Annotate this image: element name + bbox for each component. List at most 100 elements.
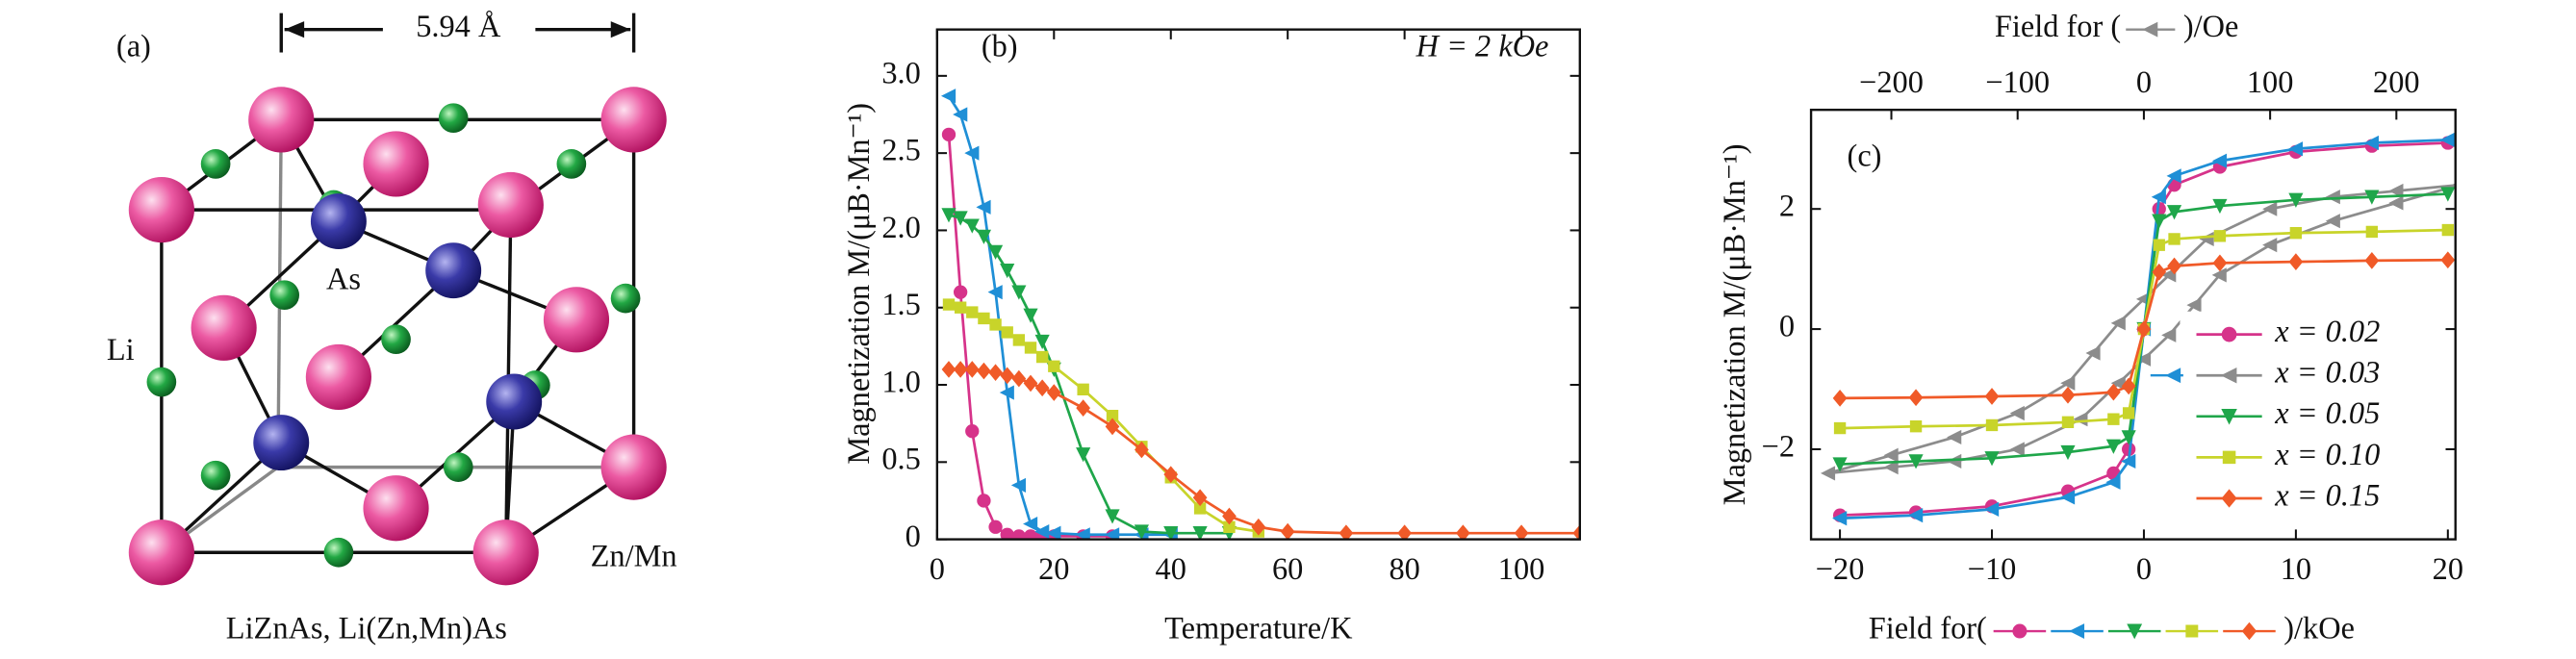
data-point <box>1985 418 1999 432</box>
data-point <box>2059 490 2076 505</box>
data-point <box>1909 420 1923 433</box>
x-tick-label: 20 <box>2433 552 2463 587</box>
data-point <box>964 218 980 234</box>
x-tick-label: 20 <box>1038 552 1069 587</box>
data-point <box>2388 183 2404 199</box>
data-point <box>1135 441 1149 459</box>
data-point <box>976 229 992 244</box>
data-point <box>2363 135 2380 151</box>
y-tick-label: −2 <box>1762 429 1795 464</box>
label-icon <box>2012 623 2028 639</box>
data-point <box>2152 263 2167 281</box>
data-point <box>1984 388 2000 405</box>
data-point <box>2167 257 2181 275</box>
data-point <box>2060 375 2076 391</box>
data-point <box>2073 412 2088 427</box>
data-point <box>1947 453 1962 469</box>
legend-label: x = 0.15 <box>2274 478 2380 513</box>
legend-label: x = 0.02 <box>2274 315 2380 349</box>
data-point <box>2166 168 2181 184</box>
x2-axis-label: Field for ( <box>1995 10 2121 44</box>
data-point <box>2364 252 2380 269</box>
data-point <box>2186 297 2202 313</box>
data-point <box>2121 430 2136 445</box>
data-point <box>1035 350 1049 364</box>
data-point <box>2009 442 2025 457</box>
data-point <box>1833 421 1847 435</box>
data-point <box>2325 190 2340 205</box>
data-point <box>1105 418 1120 436</box>
data-point <box>941 127 956 142</box>
data-point <box>954 301 967 314</box>
data-point <box>1023 516 1038 532</box>
data-point <box>1222 507 1237 525</box>
data-point <box>987 244 1004 260</box>
data-point <box>2211 267 2227 283</box>
data-point <box>2136 320 2152 338</box>
label-icon <box>2241 621 2257 641</box>
legend-marker <box>2221 408 2237 425</box>
data-point <box>1000 264 1015 279</box>
y-tick-label: 2 <box>1779 190 1795 224</box>
data-point <box>1046 525 1061 540</box>
data-point <box>1947 429 1962 445</box>
legend-label: x = 0.03 <box>2274 356 2380 391</box>
x2-tick-label: 0 <box>2136 65 2152 100</box>
data-point <box>953 285 968 299</box>
data-point <box>2166 205 2182 220</box>
data-point <box>2060 444 2076 461</box>
x-axis-label: Temperature/K <box>1164 611 1353 646</box>
data-point <box>2168 233 2181 245</box>
data-point <box>966 306 979 318</box>
label-icon <box>2185 624 2199 638</box>
data-point <box>1010 477 1027 493</box>
x2-tick-label: −200 <box>1859 65 1924 100</box>
data-point <box>1883 447 1899 463</box>
x-tick-label: 40 <box>1156 552 1186 587</box>
data-point <box>1572 524 1580 540</box>
data-point <box>2289 226 2303 240</box>
data-point <box>2388 195 2404 211</box>
data-point <box>2365 225 2379 239</box>
data-point <box>999 385 1014 400</box>
data-point <box>941 361 956 378</box>
data-point <box>1820 466 1836 481</box>
axes-frame <box>1809 108 2457 541</box>
data-point <box>977 494 991 508</box>
x-tick-label: 0 <box>930 552 945 587</box>
li-atoms <box>146 103 641 568</box>
data-point <box>1023 308 1038 323</box>
data-point <box>1106 409 1119 422</box>
arrow-head <box>610 21 631 38</box>
legend-marker <box>2221 326 2237 342</box>
data-point <box>1908 508 1924 523</box>
data-point <box>1984 501 2000 517</box>
data-point <box>1908 389 1924 407</box>
y-tick-label: 1.0 <box>881 365 920 399</box>
crystal-structure: (a) 5.94 Å As Li Zn/Mn LiZnAs, Li(Zn,Mn)… <box>107 10 677 646</box>
data-point <box>1339 524 1354 540</box>
x-tick-label: 80 <box>1389 552 1419 587</box>
data-point <box>2105 439 2121 454</box>
data-point <box>1076 447 1091 463</box>
data-point <box>2262 201 2278 216</box>
data-point <box>2121 453 2136 469</box>
data-point <box>989 318 1002 331</box>
data-point <box>2211 153 2228 168</box>
caption: LiZnAs, Li(Zn,Mn)As <box>226 611 507 646</box>
data-point <box>1163 526 1179 540</box>
data-point <box>1908 454 1924 469</box>
plot-area <box>1820 132 2456 526</box>
data-point <box>1832 511 1848 526</box>
data-point <box>1076 399 1091 417</box>
data-point <box>1134 524 1149 540</box>
x-tick-label: 10 <box>2281 552 2311 587</box>
data-point <box>2212 254 2228 272</box>
data-point <box>1832 390 1848 407</box>
x-tick-label: 0 <box>2136 552 2152 587</box>
data-point <box>941 208 956 223</box>
data-point <box>2439 132 2455 147</box>
x2-tick-label: 200 <box>2373 65 2420 100</box>
data-point <box>976 199 991 215</box>
